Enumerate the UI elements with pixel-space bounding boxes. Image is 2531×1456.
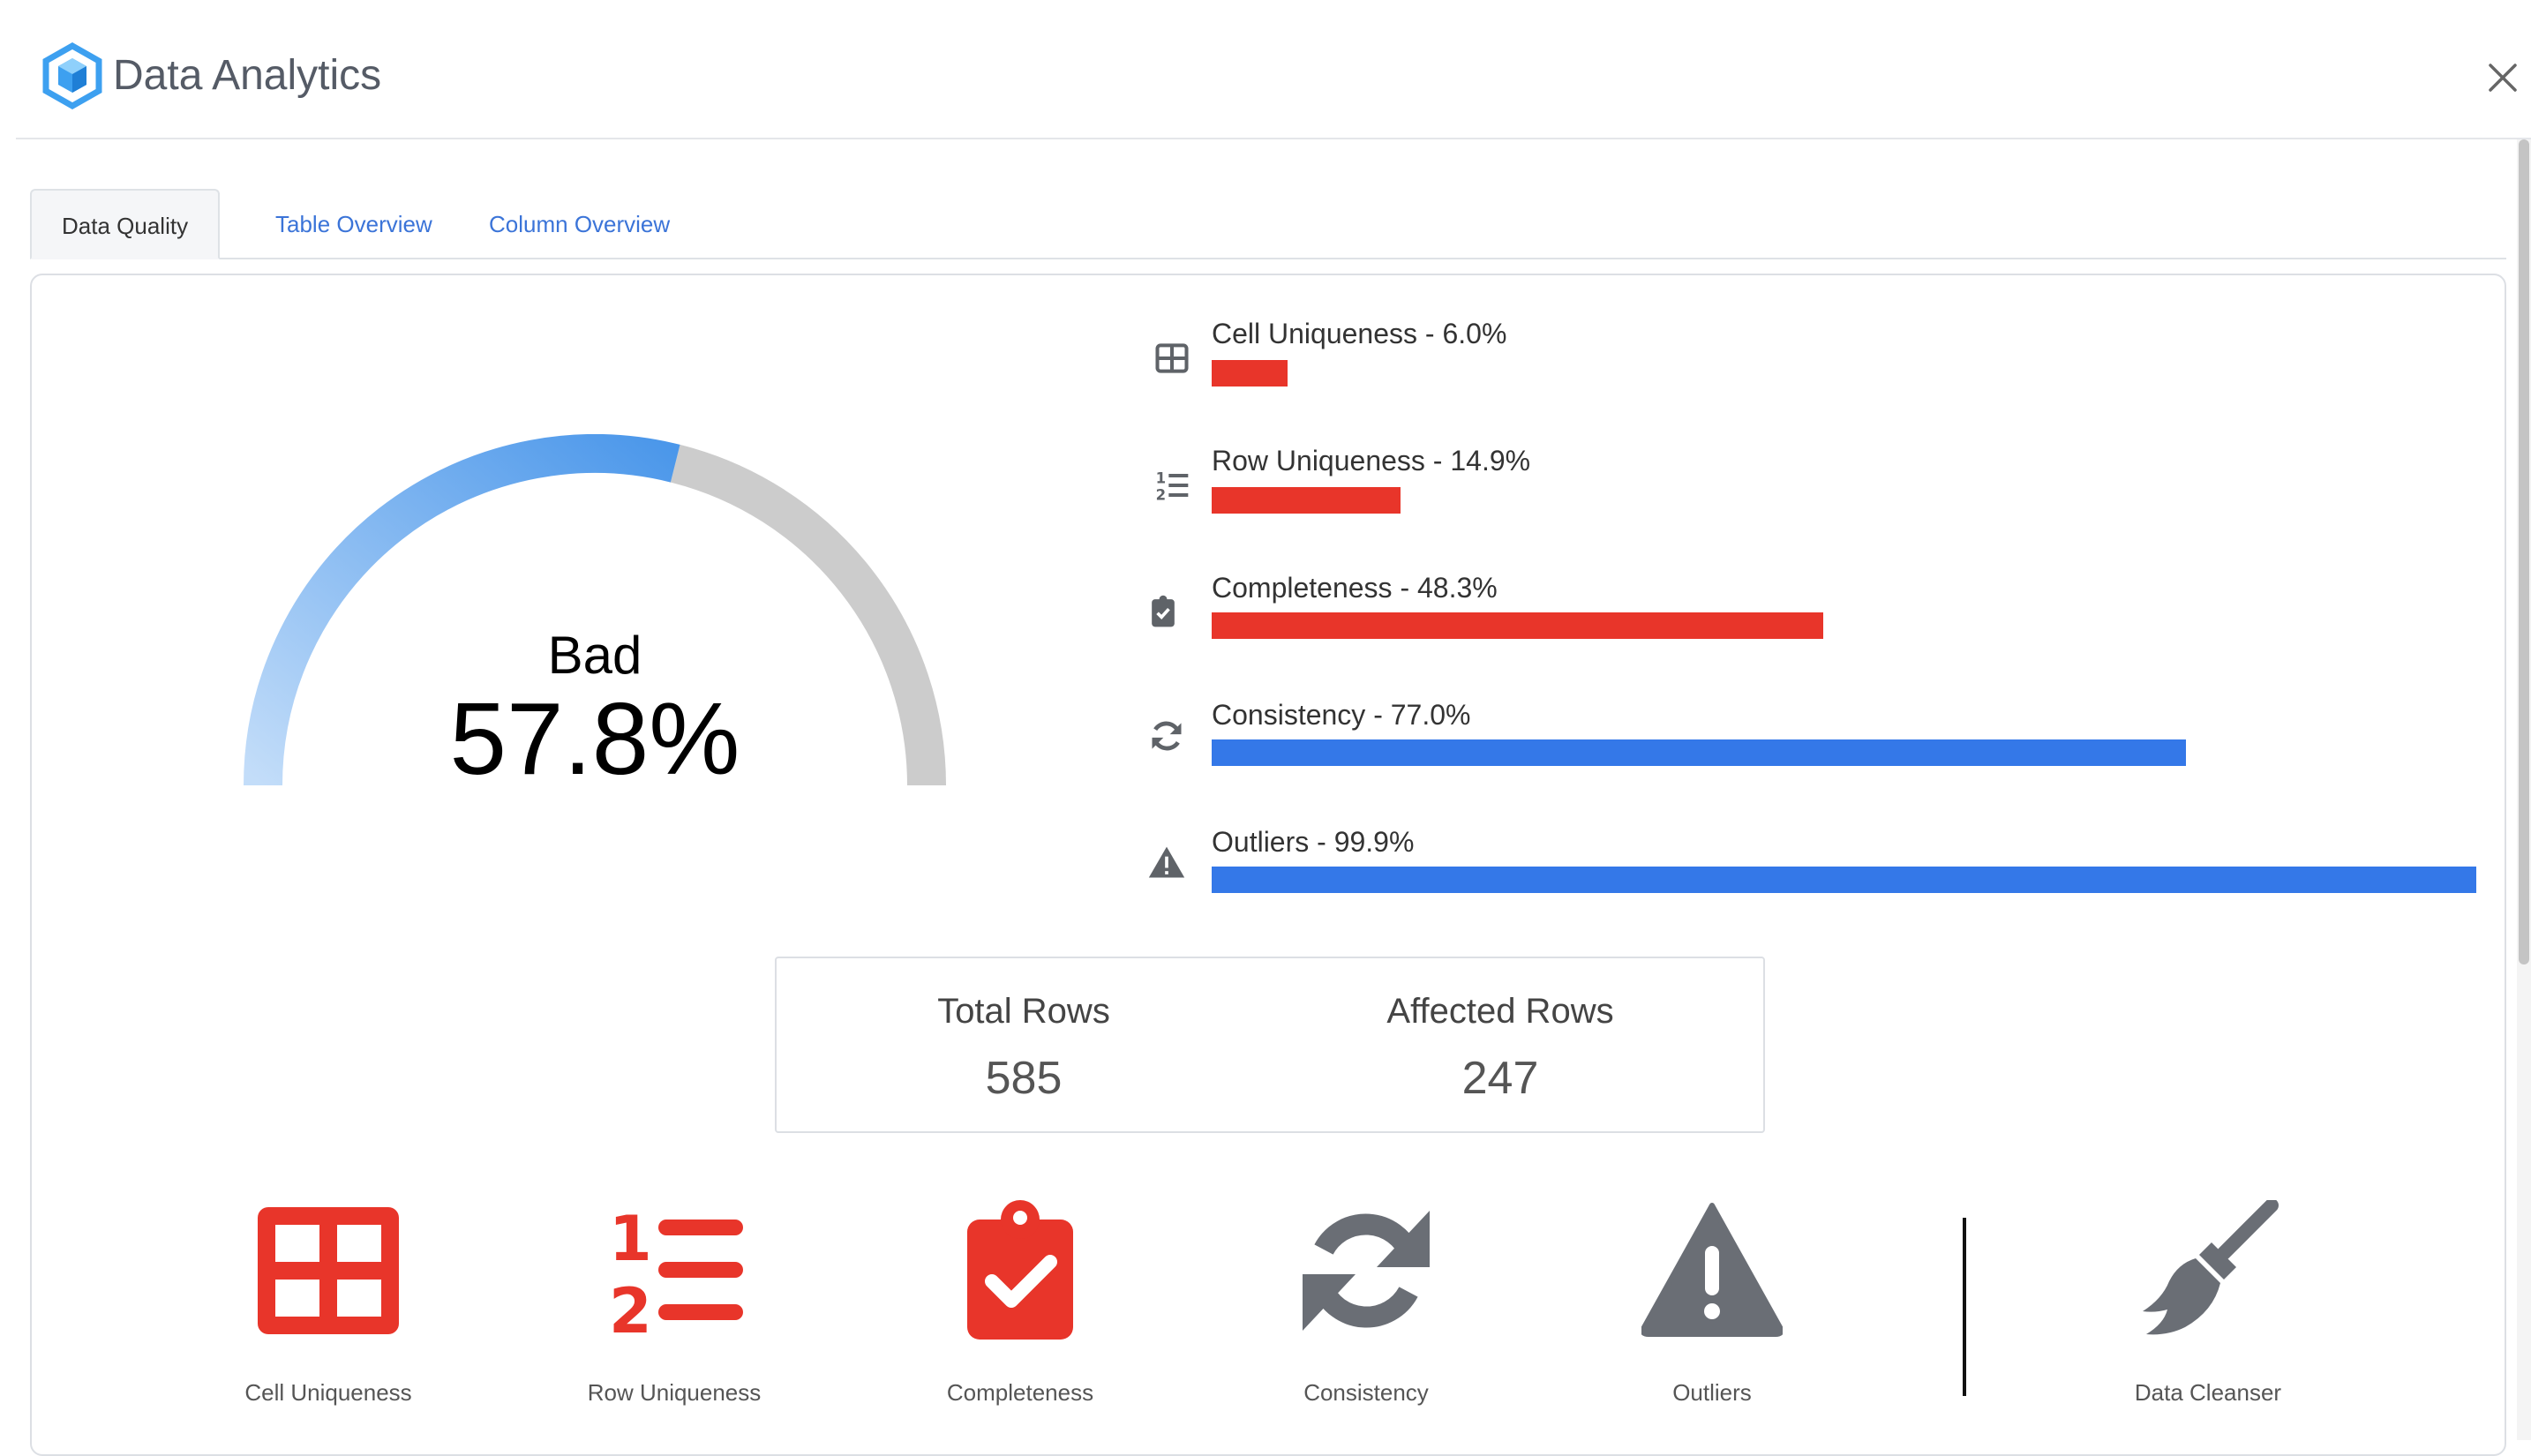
quality-gauge (244, 434, 946, 786)
cell-uniqueness-label: Cell Uniqueness (244, 1379, 412, 1406)
gauge-value: 57.8% (449, 681, 740, 796)
affected-rows-value: 247 (1461, 1053, 1539, 1104)
close-icon[interactable] (2478, 53, 2527, 102)
clipboard-check-icon (967, 1200, 1073, 1340)
metric-label-completeness: Completeness - 48.3% (1212, 572, 1498, 604)
metric-bar-cell-uniqueness (1212, 360, 1288, 387)
warning-icon (1148, 846, 1185, 878)
clipboard-check-icon (1152, 595, 1175, 627)
svg-text:2: 2 (1156, 487, 1166, 504)
tab-data-quality[interactable]: Data Quality (30, 189, 221, 259)
header: Data Analytics (16, 0, 2531, 139)
broom-icon (2143, 1200, 2279, 1335)
sync-icon (1152, 721, 1182, 751)
metric-label-cell-uniqueness: Cell Uniqueness - 6.0% (1212, 318, 1507, 349)
table-icon (1155, 343, 1189, 373)
metric-label-consistency: Consistency - 77.0% (1212, 699, 1471, 731)
gauge-track (670, 444, 946, 786)
consistency-button[interactable]: Consistency (1234, 1200, 1498, 1412)
total-rows-value: 585 (985, 1053, 1063, 1104)
metric-bar-outliers (1212, 867, 2476, 893)
warning-icon (1641, 1203, 1783, 1337)
completeness-button[interactable]: Completeness (888, 1200, 1153, 1412)
svg-text:2: 2 (609, 1275, 652, 1341)
cell-uniqueness-button[interactable]: Cell Uniqueness (196, 1200, 461, 1412)
row-uniqueness-label: Row Uniqueness (587, 1379, 762, 1406)
metric-label-outliers: Outliers - 99.9% (1212, 826, 1415, 858)
scrollbar-thumb[interactable] (2519, 139, 2529, 964)
numbered-list-icon: 1 2 (1156, 469, 1189, 504)
metric-label-row-uniqueness: Row Uniqueness - 14.9% (1212, 445, 1531, 477)
row-stats-box: Total Rows 585 Affected Rows 247 (775, 957, 1765, 1133)
gauge-status: Bad (547, 626, 642, 685)
sync-icon (1303, 1211, 1430, 1331)
completeness-label: Completeness (946, 1379, 1094, 1406)
data-cleanser-button[interactable]: Data Cleanser (2076, 1200, 2340, 1412)
outliers-button[interactable]: Outliers (1580, 1200, 1844, 1412)
total-rows-label: Total Rows (937, 992, 1110, 1031)
outliers-label: Outliers (1672, 1379, 1752, 1406)
table-icon (258, 1207, 399, 1334)
metric-bar-row-uniqueness (1212, 487, 1401, 514)
gauge-fill (244, 434, 680, 786)
tab-column-overview[interactable]: Column Overview (489, 211, 671, 237)
data-cleanser-label: Data Cleanser (2134, 1379, 2282, 1406)
svg-text:1: 1 (609, 1203, 652, 1275)
metric-bar-completeness (1212, 612, 1823, 639)
app-title: Data Analytics (113, 52, 382, 99)
metric-bar-consistency (1212, 739, 2187, 766)
numbered-list-icon: 1 2 (609, 1203, 743, 1341)
tab-bar: Data Quality Table Overview Column Overv… (30, 189, 2506, 259)
hexagon-cube-icon (42, 42, 102, 109)
row-uniqueness-button[interactable]: 1 2 Row Uniqueness (542, 1200, 807, 1412)
action-separator (1963, 1218, 1966, 1396)
svg-text:1: 1 (1156, 469, 1166, 486)
tab-table-overview[interactable]: Table Overview (275, 211, 432, 237)
consistency-label: Consistency (1303, 1379, 1429, 1406)
affected-rows-label: Affected Rows (1386, 992, 1614, 1031)
